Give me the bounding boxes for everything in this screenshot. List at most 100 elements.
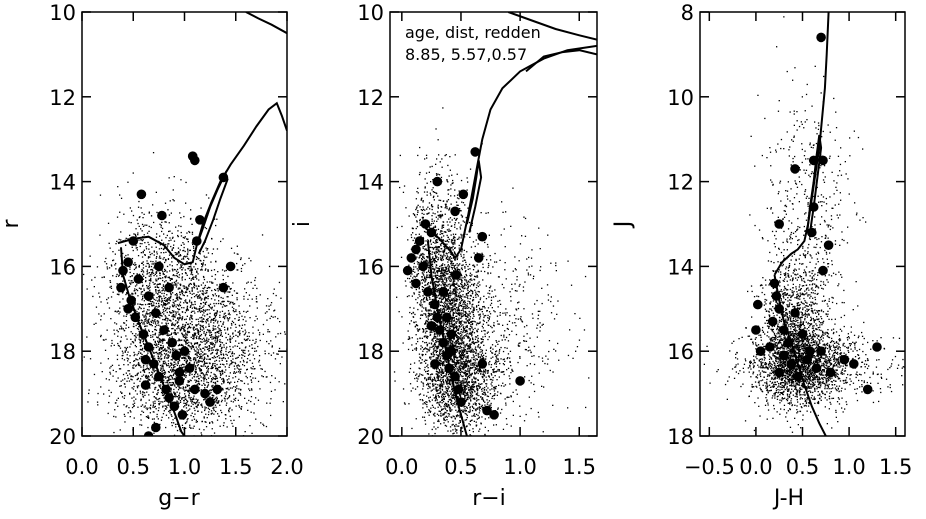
field-star-point (219, 339, 221, 341)
field-star-point (120, 239, 122, 241)
field-star-point (215, 367, 217, 369)
field-star-point (405, 285, 407, 287)
field-star-point (437, 173, 439, 175)
field-star-point (227, 320, 229, 322)
field-star-point (456, 194, 459, 196)
field-star-point (441, 158, 443, 160)
field-star-point (458, 198, 460, 200)
field-star-point (428, 202, 431, 204)
field-star-point (170, 320, 172, 322)
field-star-point (162, 339, 164, 342)
field-star-point (161, 394, 164, 396)
field-star-point (150, 321, 153, 323)
field-star-point (190, 396, 192, 399)
field-star-point (128, 407, 130, 409)
field-star-point (168, 299, 171, 301)
field-star-point (114, 253, 116, 255)
field-star-point (236, 371, 238, 373)
field-star-point (247, 354, 250, 356)
field-star-point (148, 318, 150, 320)
field-star-point (162, 367, 164, 369)
field-star-point (114, 409, 116, 411)
field-star-point (172, 299, 174, 301)
field-star-point (193, 407, 195, 409)
field-star-point (88, 392, 90, 395)
field-star-point (424, 277, 426, 279)
field-star-point (215, 224, 217, 227)
field-star-point (432, 212, 434, 214)
field-star-point (184, 291, 186, 294)
field-star-point (231, 302, 234, 304)
field-star-point (209, 281, 211, 283)
field-star-point (150, 320, 152, 323)
field-star-point (156, 271, 158, 273)
field-star-point (193, 338, 195, 340)
field-star-point (203, 330, 205, 333)
field-star-point (173, 268, 175, 271)
field-star-point (178, 339, 181, 341)
field-star-point (279, 321, 281, 323)
field-star-point (224, 312, 226, 314)
field-star-point (160, 419, 163, 421)
field-star-point (449, 278, 451, 280)
field-star-point (142, 294, 144, 296)
field-star-point (175, 314, 177, 316)
field-star-point (173, 315, 175, 318)
field-star-point (175, 386, 177, 389)
field-star-point (111, 364, 114, 366)
field-star-point (244, 324, 246, 326)
field-star-point (222, 279, 224, 281)
field-star-point (190, 405, 192, 407)
field-star-point (203, 358, 205, 360)
field-star-point (217, 402, 219, 404)
field-star-point (155, 289, 157, 291)
field-star-point (164, 405, 166, 407)
field-star-point (150, 278, 152, 281)
field-star-point (148, 279, 150, 282)
field-star-point (196, 294, 198, 296)
field-star-point (185, 272, 187, 275)
field-star-point (176, 364, 179, 366)
field-star-point (454, 189, 456, 191)
field-star-point (418, 353, 421, 355)
field-star-point (423, 297, 426, 299)
field-star-point (194, 350, 196, 352)
field-star-point (172, 189, 174, 191)
field-star-point (459, 228, 462, 230)
field-star-point (183, 340, 186, 342)
field-star-point (165, 405, 167, 407)
field-star-point (172, 316, 174, 318)
field-star-point (441, 259, 443, 262)
field-star-point (418, 367, 420, 369)
field-star-point (429, 282, 432, 284)
field-star-point (152, 401, 154, 403)
field-star-point (171, 278, 173, 280)
field-star-point (135, 336, 137, 339)
field-star-point (174, 378, 176, 380)
field-star-point (195, 256, 198, 258)
field-star-point (206, 313, 209, 315)
field-star-point (163, 352, 166, 355)
field-star-point (231, 361, 233, 363)
field-star-point (166, 406, 168, 409)
field-star-point (110, 287, 113, 289)
field-star-point (151, 246, 153, 248)
field-star-point (185, 340, 187, 343)
field-star-point (185, 339, 187, 341)
field-star-point (135, 245, 137, 247)
field-star-point (178, 359, 180, 361)
field-star-point (148, 306, 150, 308)
field-star-point (268, 305, 270, 307)
field-star-point (175, 253, 177, 256)
field-star-point (429, 166, 431, 168)
field-star-point (186, 302, 188, 304)
field-star-point (185, 389, 187, 391)
field-star-point (147, 335, 149, 337)
field-star-point (157, 357, 160, 359)
field-star-point (413, 307, 415, 309)
field-star-point (432, 191, 434, 193)
member-star-point (205, 397, 215, 407)
field-star-point (271, 345, 273, 347)
field-star-point (219, 363, 222, 365)
field-star-point (148, 225, 150, 228)
